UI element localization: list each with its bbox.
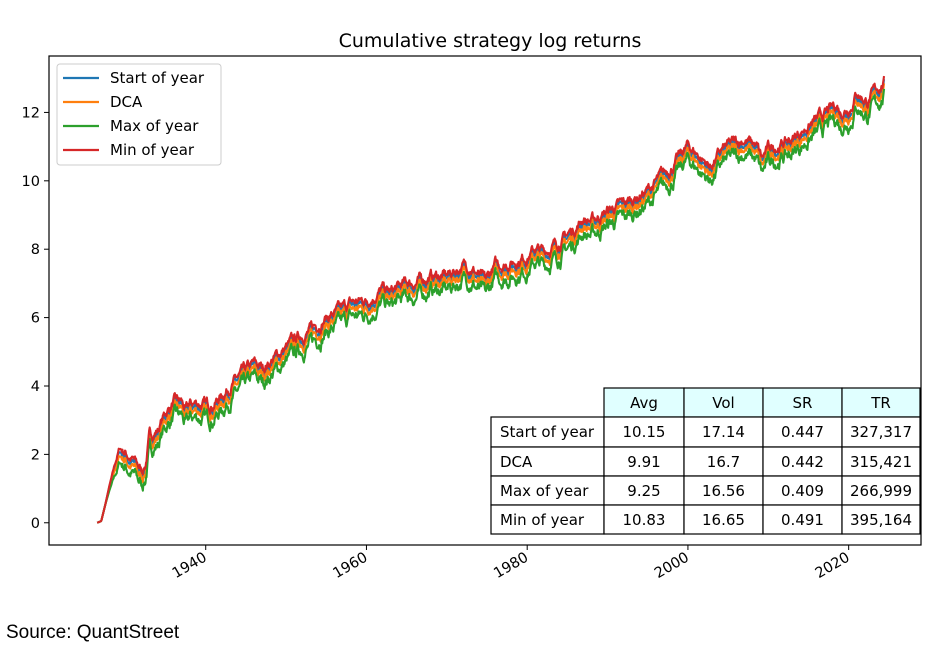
y-tick-label-2: 2	[31, 447, 40, 463]
series-line-min-of-year	[96, 75, 886, 524]
table-cell	[841, 446, 921, 477]
table-cell	[841, 504, 921, 535]
x-tick-label-1980: 1980	[491, 550, 531, 582]
table-cell-value: 0.442	[781, 453, 824, 471]
legend-label: DCA	[110, 93, 143, 111]
table-cell	[762, 504, 843, 535]
table-row-label: Max of year	[500, 482, 589, 500]
table-cell-value: 16.7	[707, 453, 740, 471]
legend-box	[56, 63, 222, 166]
table-row-label-cell	[490, 504, 605, 535]
table-cell-value: 315,421	[850, 453, 912, 471]
table-cell-value: 16.65	[702, 511, 745, 529]
chart-title: Cumulative strategy log returns	[339, 30, 642, 52]
y-tick-label-10: 10	[22, 174, 40, 190]
table-cell	[683, 504, 764, 535]
plot-frame	[48, 55, 922, 546]
table-cell	[603, 475, 685, 506]
stats-table: Avg Vol SR TR Start of year 10.15 17.14 0.447 32…	[490, 387, 921, 535]
legend-label: Min of year	[110, 141, 195, 159]
series-line-max-of-year	[96, 88, 886, 524]
table-header-cell	[762, 387, 843, 418]
y-tick-label-8: 8	[31, 242, 40, 258]
table-cell-value: 10.15	[623, 423, 666, 441]
table-cell	[841, 475, 921, 506]
x-tick-label-1960: 1960	[330, 550, 370, 582]
x-tick-label-2000: 2000	[652, 550, 692, 582]
chart: Cumulative strategy log returns 0 2 4 6 8 10 1…	[22, 30, 922, 582]
table-cell-value: 0.491	[781, 511, 824, 529]
legend-label: Start of year	[110, 69, 205, 87]
table-header-label: Avg	[630, 394, 658, 412]
x-tick-label-1940: 1940	[170, 550, 210, 582]
table-cell-value: 10.83	[623, 511, 666, 529]
table-row-label: Min of year	[500, 511, 585, 529]
series-lines	[96, 75, 886, 524]
table-header-label: TR	[870, 394, 891, 412]
x-tick-label-2020: 2020	[813, 550, 853, 582]
table-cell	[762, 475, 843, 506]
y-tick-label-6: 6	[31, 311, 40, 327]
table-cell-value: 17.14	[702, 423, 745, 441]
table-cell-value: 9.91	[627, 453, 660, 471]
table-cell	[841, 416, 921, 448]
table-row-label: Start of year	[500, 423, 595, 441]
table-cell-value: 395,164	[850, 511, 912, 529]
y-tick-label-4: 4	[31, 379, 40, 395]
table-header-cell	[841, 387, 921, 418]
y-tick-label-0: 0	[31, 516, 40, 532]
table-header-cell	[603, 387, 685, 418]
source-note: Source: QuantStreet	[6, 622, 180, 643]
table-cell-value: 16.56	[702, 482, 745, 500]
table-cell-value: 0.409	[781, 482, 824, 500]
table-row-label: DCA	[500, 453, 533, 471]
table-cell-value: 266,999	[850, 482, 912, 500]
table-row-label-cell	[490, 416, 605, 448]
table-cell	[683, 475, 764, 506]
table-cell-value: 0.447	[781, 423, 824, 441]
table-cell-value: 9.25	[627, 482, 660, 500]
table-header-label: Vol	[712, 394, 734, 412]
table-cell-value: 327,317	[850, 423, 912, 441]
y-tick-label-12: 12	[22, 105, 40, 121]
table-cell	[762, 416, 843, 448]
series-line-dca	[96, 83, 886, 524]
legend-label: Max of year	[110, 117, 199, 135]
legend: Start of year DCA Max of year Min of year	[56, 63, 222, 166]
table-header-label: SR	[793, 394, 813, 412]
